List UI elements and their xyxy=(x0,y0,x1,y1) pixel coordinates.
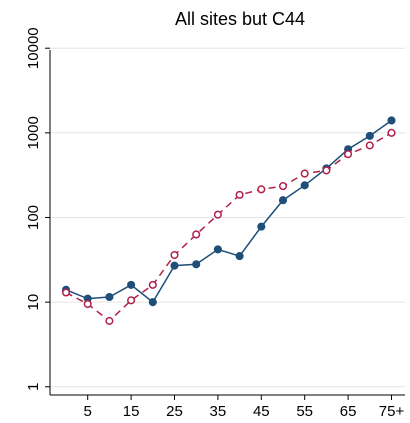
series-line xyxy=(65,132,392,322)
point xyxy=(148,280,157,289)
point xyxy=(105,316,114,325)
point xyxy=(365,131,374,140)
point xyxy=(235,252,244,261)
point xyxy=(61,288,71,297)
y-tick-label: 1000 xyxy=(25,116,42,149)
point xyxy=(105,292,114,302)
point xyxy=(322,166,331,175)
point xyxy=(344,150,353,159)
point xyxy=(170,251,179,260)
x-tick-label: 65 xyxy=(340,403,357,420)
chart-title: All sites but C44 xyxy=(175,9,305,29)
point xyxy=(257,222,266,231)
y-tick-label: 10000 xyxy=(25,27,42,69)
series-line xyxy=(65,119,392,304)
y-tick-label: 100 xyxy=(25,205,42,230)
x-tick-label: 35 xyxy=(210,403,227,420)
point xyxy=(387,128,396,137)
point xyxy=(278,196,288,205)
point xyxy=(127,280,136,289)
point xyxy=(213,245,222,254)
x-tick-label: 15 xyxy=(123,403,140,420)
point xyxy=(300,169,309,178)
y-tick-label: 1 xyxy=(25,383,42,391)
point xyxy=(387,116,396,125)
point xyxy=(192,230,201,239)
point xyxy=(278,182,288,191)
x-tick-label: 5 xyxy=(84,403,92,420)
x-tick-label: 55 xyxy=(296,403,313,420)
point xyxy=(235,190,244,199)
point xyxy=(365,141,374,150)
point xyxy=(300,181,309,190)
x-tick-label: 75+ xyxy=(379,403,405,420)
point xyxy=(213,210,222,219)
x-tick-label: 25 xyxy=(166,403,183,420)
point xyxy=(192,260,201,269)
point xyxy=(170,261,179,270)
point xyxy=(127,296,136,305)
point xyxy=(148,298,157,307)
point xyxy=(257,185,266,194)
point xyxy=(83,299,92,309)
y-tick-label: 10 xyxy=(25,294,42,311)
x-tick-label: 45 xyxy=(253,403,270,420)
